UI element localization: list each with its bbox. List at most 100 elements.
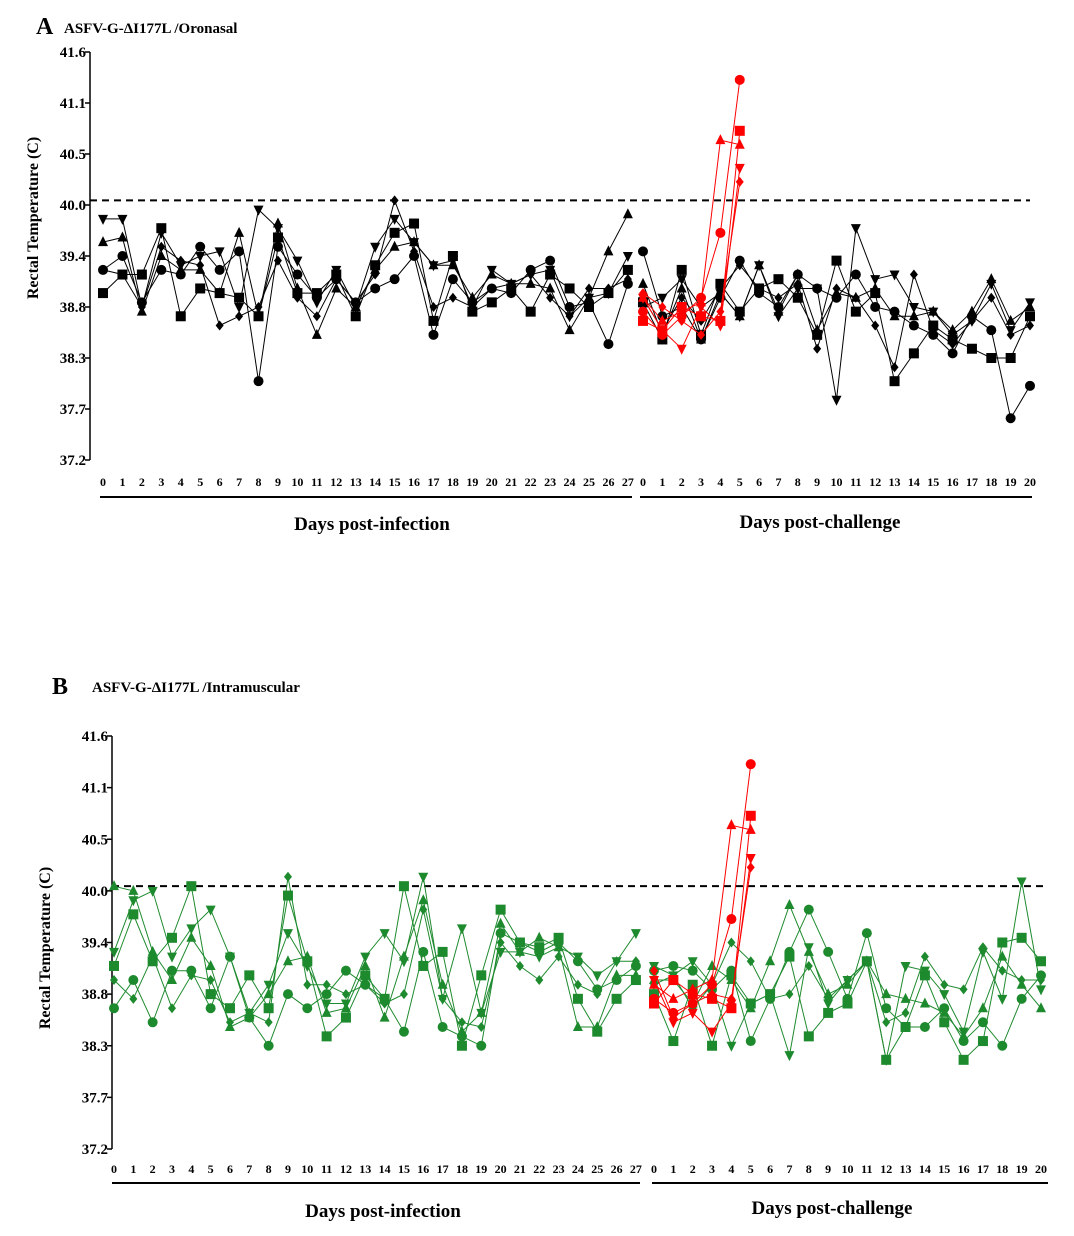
- panel-a-x-tick-infection: 10: [291, 475, 303, 489]
- data-point: [1016, 877, 1027, 888]
- data-point: [746, 956, 755, 967]
- data-point: [253, 376, 264, 387]
- data-point: [311, 328, 322, 339]
- panel-b-x-tick-infection: 4: [188, 1162, 194, 1176]
- data-point: [525, 306, 536, 317]
- panel-b-x-tick-infection: 11: [321, 1162, 332, 1176]
- panel-b-x-tick-challenge: 10: [842, 1162, 854, 1176]
- series-line-infection: [113, 876, 637, 1015]
- data-point: [389, 274, 400, 285]
- data-point: [803, 943, 814, 954]
- panel-a-y-tick-label: 37.7: [60, 402, 87, 418]
- data-point: [831, 395, 842, 406]
- panel-b-x-tick-infection: 15: [398, 1162, 410, 1176]
- data-point: [929, 325, 938, 336]
- data-point: [1017, 975, 1026, 986]
- control-point: [696, 303, 707, 313]
- control-point: [687, 1008, 698, 1019]
- data-point: [611, 969, 622, 980]
- panel-b-x-tick-infection: 26: [611, 1162, 623, 1176]
- data-point: [437, 1021, 448, 1032]
- panel-a-letter: A: [36, 14, 54, 40]
- control-point: [638, 293, 648, 304]
- control-point: [668, 992, 679, 1003]
- control-point: [716, 306, 725, 317]
- data-point: [947, 348, 958, 359]
- data-point: [889, 376, 900, 387]
- data-point: [205, 1003, 216, 1014]
- control-point: [745, 823, 756, 834]
- panel-a-x-tick-challenge: 19: [1005, 475, 1017, 489]
- data-point: [340, 999, 351, 1010]
- data-point: [535, 975, 544, 986]
- panel-a-control-control-3: [638, 134, 745, 325]
- data-point: [677, 292, 686, 303]
- data-point: [321, 999, 332, 1010]
- data-point: [773, 312, 784, 323]
- control-point: [649, 976, 659, 987]
- data-point: [186, 924, 197, 935]
- data-point: [1036, 1002, 1046, 1013]
- data-point: [901, 1007, 910, 1018]
- data-point: [399, 989, 408, 1000]
- data-point: [881, 1003, 892, 1014]
- data-point: [234, 226, 245, 237]
- data-point: [410, 246, 419, 257]
- panel-b-x-tick-challenge: 15: [938, 1162, 950, 1176]
- data-point: [292, 269, 303, 280]
- data-point: [487, 283, 496, 294]
- data-point: [622, 264, 633, 275]
- data-point: [390, 195, 399, 206]
- data-point: [302, 1003, 313, 1014]
- data-point: [109, 947, 119, 958]
- data-point: [234, 303, 245, 313]
- data-point: [966, 343, 977, 354]
- data-point: [785, 989, 794, 1000]
- panel-a-y-tick-label: 38.8: [60, 300, 86, 316]
- panel-a-x-tick-challenge: 4: [717, 475, 723, 489]
- panel-b-x-tick-infection: 16: [417, 1162, 429, 1176]
- data-point: [136, 269, 147, 280]
- control-point: [696, 311, 707, 322]
- panel-a-x-tick-infection: 6: [217, 475, 223, 489]
- panel-b-x-tick-challenge: 20: [1035, 1162, 1047, 1176]
- data-point: [1005, 353, 1016, 363]
- data-point: [360, 959, 371, 970]
- control-point: [697, 329, 706, 340]
- data-point: [196, 260, 205, 271]
- data-point: [156, 264, 167, 275]
- data-point: [128, 909, 139, 920]
- data-point: [109, 1003, 119, 1014]
- data-point: [735, 260, 744, 271]
- data-point: [755, 283, 764, 294]
- data-point: [882, 1017, 891, 1028]
- data-point: [514, 947, 525, 958]
- data-point: [630, 975, 641, 986]
- data-point: [341, 989, 350, 1000]
- data-point: [793, 278, 802, 289]
- data-point: [398, 957, 409, 968]
- data-point: [668, 1036, 679, 1047]
- data-point: [545, 255, 556, 266]
- data-point: [389, 214, 400, 225]
- data-point: [409, 218, 420, 229]
- data-point: [592, 971, 603, 982]
- data-point: [398, 881, 409, 892]
- data-point: [331, 265, 342, 276]
- data-point: [215, 320, 224, 331]
- data-point: [476, 970, 487, 981]
- panel-b-y-tick-label: 40.5: [82, 832, 108, 848]
- data-point: [234, 246, 245, 257]
- data-point: [727, 937, 736, 948]
- data-point: [889, 310, 900, 321]
- panel-b-x-tick-challenge: 18: [996, 1162, 1008, 1176]
- panel-b-x-tick-infection: 2: [150, 1162, 156, 1176]
- data-point: [253, 205, 264, 216]
- data-point: [156, 228, 167, 239]
- panel-a-y-tick-label: 38.3: [60, 351, 86, 367]
- panel-b-x-tick-infection: 7: [246, 1162, 252, 1176]
- data-point: [792, 268, 803, 279]
- data-point: [611, 993, 622, 1004]
- data-point: [823, 999, 834, 1010]
